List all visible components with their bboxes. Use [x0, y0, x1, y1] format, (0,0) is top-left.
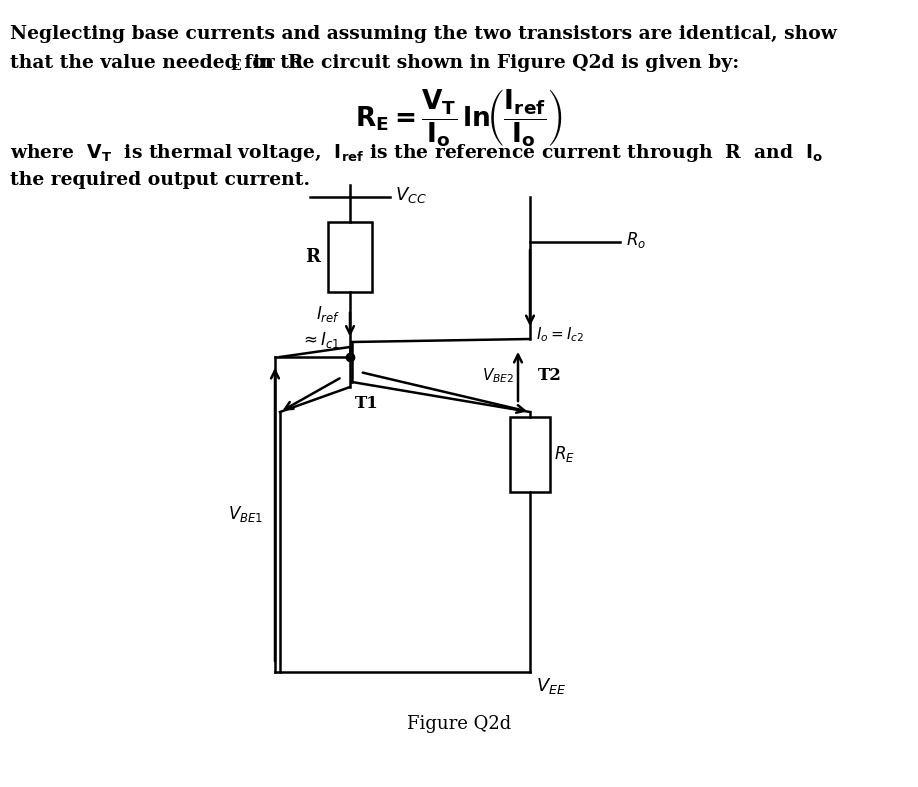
- Text: $I_{ref}$: $I_{ref}$: [316, 304, 340, 324]
- Text: T1: T1: [355, 395, 379, 412]
- Text: $R_o$: $R_o$: [626, 230, 646, 250]
- Text: in the circuit shown in Figure Q2d is given by:: in the circuit shown in Figure Q2d is gi…: [240, 54, 739, 72]
- Bar: [328, 222, 372, 292]
- Text: $\mathbf{R_E = \dfrac{V_T}{I_o}\,ln\!\left(\dfrac{I_{ref}}{I_o}\right)}$: $\mathbf{R_E = \dfrac{V_T}{I_o}\,ln\!\le…: [355, 87, 563, 149]
- Text: $V_{BE2}$: $V_{BE2}$: [482, 366, 514, 385]
- Text: the required output current.: the required output current.: [10, 171, 310, 189]
- Text: R: R: [305, 248, 320, 266]
- Text: $V_{BE1}$: $V_{BE1}$: [228, 504, 263, 524]
- Text: where  $\mathbf{V_T}$  is thermal voltage,  $\mathbf{I_{ref}}$ is the reference : where $\mathbf{V_T}$ is thermal voltage,…: [10, 142, 823, 164]
- Text: Figure Q2d: Figure Q2d: [407, 715, 511, 733]
- Text: Neglecting base currents and assuming the two transistors are identical, show: Neglecting base currents and assuming th…: [10, 25, 837, 43]
- Text: $V_{CC}$: $V_{CC}$: [395, 185, 427, 205]
- Text: that the value needed for  R: that the value needed for R: [10, 54, 303, 72]
- Text: E: E: [230, 59, 241, 73]
- Text: $I_o = I_{c2}$: $I_o = I_{c2}$: [536, 325, 584, 344]
- Text: $R_E$: $R_E$: [554, 445, 575, 464]
- Text: $V_{EE}$: $V_{EE}$: [536, 676, 566, 696]
- Bar: [510, 417, 550, 492]
- Text: $\approx I_{c1}$: $\approx I_{c1}$: [300, 330, 340, 350]
- Text: T2: T2: [538, 367, 562, 384]
